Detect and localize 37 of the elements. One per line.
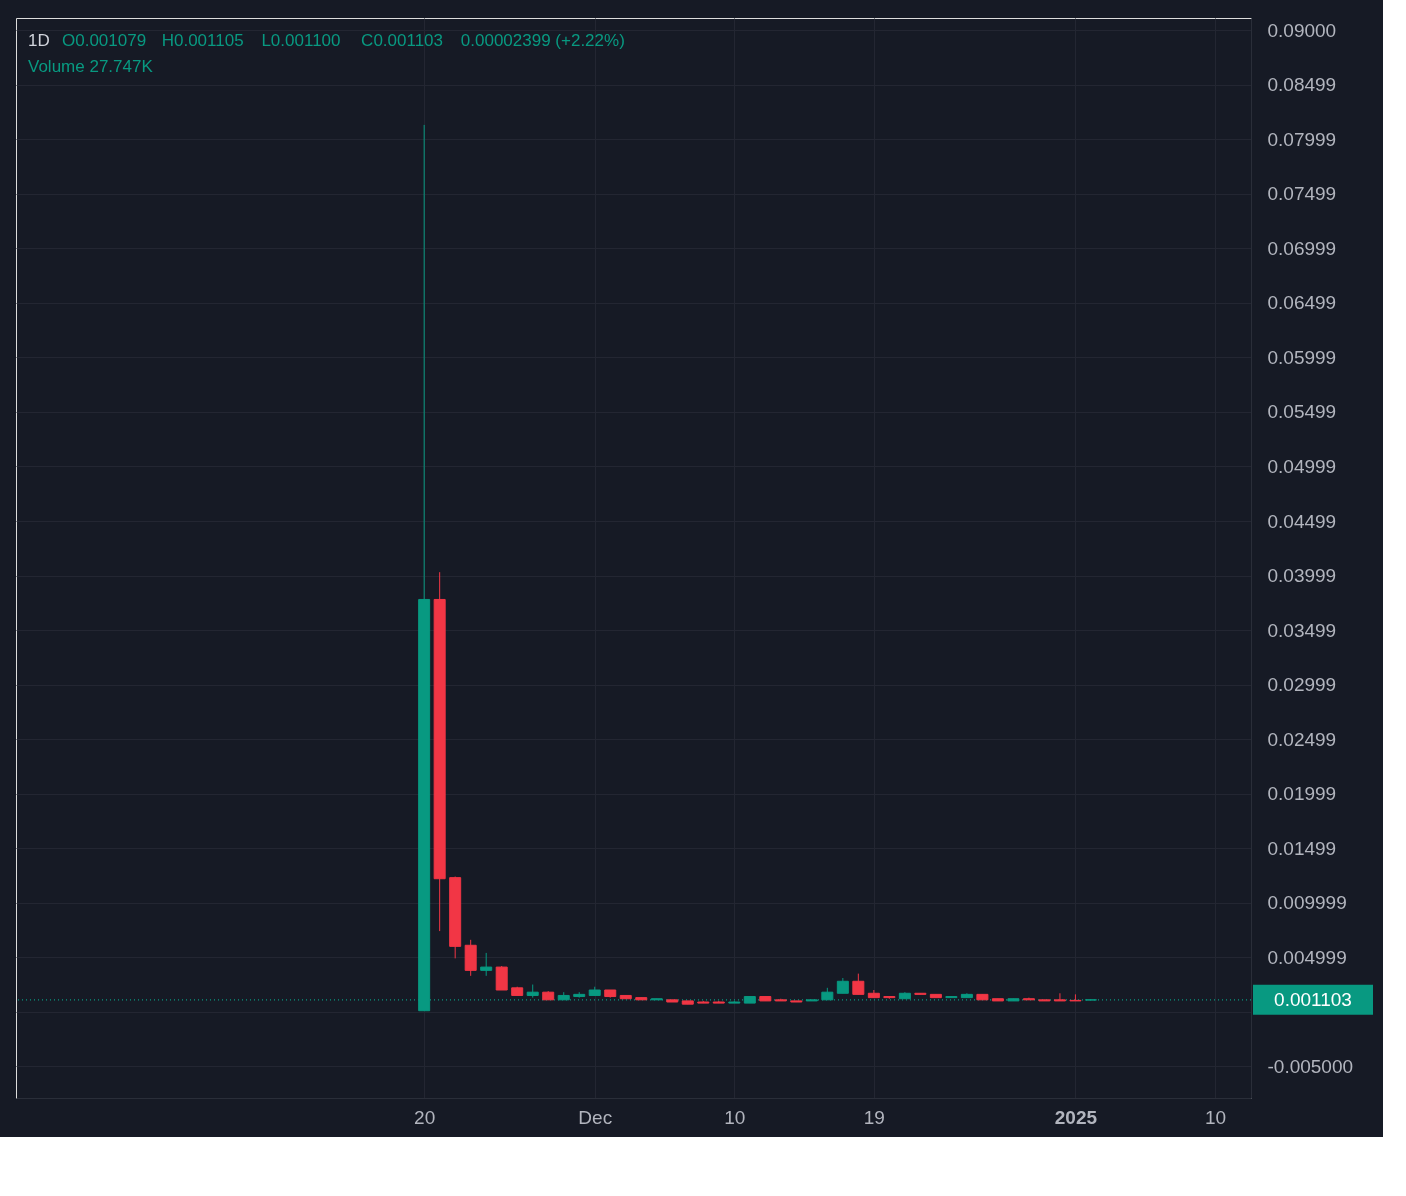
y-tick-label: 0.04999 bbox=[1267, 455, 1337, 477]
y-tick-label: 0.07999 bbox=[1267, 128, 1337, 150]
y-tick-label: 0.02499 bbox=[1267, 728, 1337, 750]
annotation: 0.00002399 (+2.22%) bbox=[460, 31, 625, 50]
annotation: C0.001103 bbox=[361, 31, 444, 50]
y-tick-label: 0.07499 bbox=[1267, 183, 1337, 205]
y-tick-label: 0.05499 bbox=[1267, 401, 1337, 423]
x-tick-label: 2025 bbox=[1054, 1106, 1098, 1128]
candlestick bbox=[852, 973, 865, 995]
y-tick-label: 0.06999 bbox=[1267, 237, 1337, 259]
y-tick-label: 0.03499 bbox=[1267, 619, 1337, 641]
y-tick-label: 0.08499 bbox=[1267, 74, 1337, 96]
x-tick-label: 10 bbox=[1204, 1106, 1227, 1128]
x-tick-label: 19 bbox=[863, 1106, 885, 1128]
y-tick-label: 0.009999 bbox=[1267, 892, 1347, 914]
annotation: L0.001100 bbox=[261, 31, 341, 50]
candlestick bbox=[1053, 992, 1066, 1002]
x-tick-label: Dec bbox=[578, 1106, 613, 1128]
annotation: Volume 27.747K bbox=[28, 57, 154, 76]
y-tick-label: 0.05999 bbox=[1267, 346, 1337, 368]
x-tick-label: 10 bbox=[724, 1106, 746, 1128]
y-tick-label: 0.02999 bbox=[1267, 674, 1337, 696]
y-tick-label: -0.005000 bbox=[1267, 1055, 1354, 1077]
y-tick-label: 0.01999 bbox=[1267, 783, 1337, 805]
y-tick-label: 0.004999 bbox=[1267, 946, 1347, 968]
candlestick bbox=[495, 965, 508, 991]
y-tick-label: 0.03999 bbox=[1267, 565, 1337, 587]
y-tick-label: 0.09000 bbox=[1267, 19, 1337, 41]
y-tick-label: 0.04499 bbox=[1267, 510, 1337, 532]
text: 1D bbox=[28, 31, 50, 50]
annotation: H0.001105 bbox=[161, 31, 244, 50]
x-tick-label: 20 bbox=[414, 1106, 436, 1128]
candlestick bbox=[480, 952, 493, 977]
y-tick-label: 0.01499 bbox=[1267, 837, 1337, 859]
y-tick-label: 0.06499 bbox=[1267, 292, 1337, 314]
ref-line-label: 0.001103 bbox=[1274, 988, 1352, 1010]
annotation: O0.001079 bbox=[62, 31, 147, 50]
